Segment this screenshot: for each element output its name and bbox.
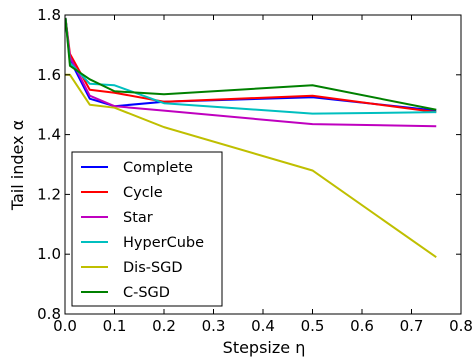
x-tick-label: 0.6 [350, 317, 374, 335]
axis-tick-labels: 0.0 0.1 0.2 0.3 0.4 0.5 0.6 0.7 0.8 0.8 1.0 1.2 1.4 1… [37, 6, 473, 335]
x-axis-label: Stepsize η [223, 338, 306, 357]
x-tick-label: 0.0 [53, 317, 77, 335]
y-tick-label: 1.0 [37, 245, 61, 263]
x-tick-label: 0.7 [400, 317, 424, 335]
x-tick-label: 0.2 [152, 317, 176, 335]
legend: Complete Cycle Star HyperCube Dis-SGD C-SGD [71, 151, 223, 307]
axis-ticks [64, 14, 462, 315]
y-tick-label: 0.8 [37, 305, 61, 323]
legend-label: C-SGD [123, 285, 170, 301]
y-axis-label: Tail index α [8, 120, 27, 211]
series-line-c-sgd [64, 17, 437, 111]
y-tick-label: 1.4 [37, 126, 61, 144]
legend-label: HyperCube [123, 235, 204, 251]
legend-box [71, 151, 223, 307]
y-tick-label: 1.8 [37, 6, 61, 24]
x-tick-label: 0.1 [103, 317, 127, 335]
legend-label: Complete [123, 160, 193, 176]
series-line-complete [64, 17, 437, 112]
x-tick-label: 0.8 [449, 317, 473, 335]
legend-label: Dis-SGD [123, 260, 183, 276]
x-tick-label: 0.5 [301, 317, 325, 335]
y-tick-label: 1.2 [37, 185, 61, 203]
legend-label: Star [123, 210, 153, 226]
y-tick-label: 1.6 [37, 66, 61, 84]
legend-label: Cycle [123, 185, 163, 201]
x-tick-label: 0.4 [251, 317, 275, 335]
x-tick-label: 0.3 [202, 317, 226, 335]
